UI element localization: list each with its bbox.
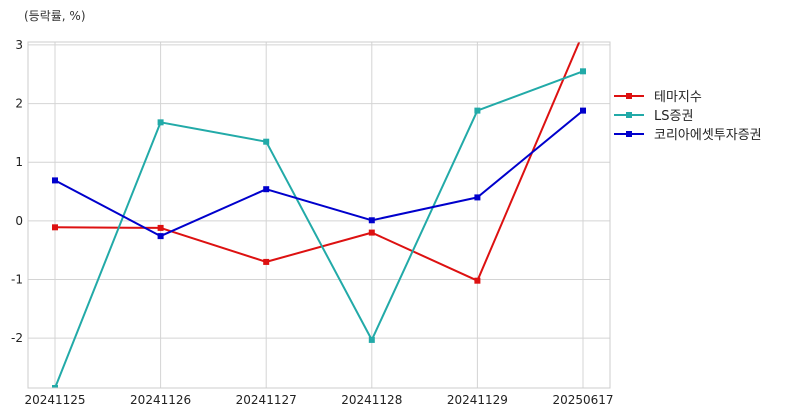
y-tick-label: 2 bbox=[15, 97, 23, 111]
series-1-point bbox=[263, 138, 270, 145]
grid bbox=[28, 42, 610, 388]
series-2-point bbox=[368, 217, 375, 224]
series-line-2 bbox=[54, 109, 584, 238]
x-tick-label: 20250617 bbox=[552, 393, 613, 407]
y-tick-label: -2 bbox=[11, 331, 23, 345]
x-tick-label: 20241128 bbox=[341, 393, 402, 407]
series-0-point bbox=[474, 277, 481, 284]
series-2-point bbox=[580, 107, 586, 114]
y-tick-label: 3 bbox=[15, 38, 23, 52]
legend-marker-2 bbox=[626, 131, 632, 137]
series-line-1 bbox=[54, 70, 584, 388]
legend-marker-1 bbox=[626, 112, 632, 118]
unit-label: (등락률, %) bbox=[24, 9, 86, 23]
series-1-point bbox=[580, 68, 586, 75]
legend-marker-0 bbox=[626, 93, 632, 99]
series-2-point bbox=[263, 186, 270, 193]
series-0-point bbox=[580, 30, 586, 36]
x-tick-label: 20241126 bbox=[130, 393, 191, 407]
y-tick-label: 1 bbox=[15, 155, 23, 169]
x-tick-label: 20241127 bbox=[236, 393, 297, 407]
series-1-point bbox=[52, 385, 58, 388]
series-2-point bbox=[52, 177, 58, 184]
series-0-point bbox=[157, 224, 164, 231]
x-tick-label: 20241129 bbox=[447, 393, 508, 407]
series-0-point bbox=[368, 229, 375, 236]
legend-label-1: LS증권 bbox=[654, 109, 693, 124]
series-1-point bbox=[368, 336, 375, 343]
legend-label-2: 코리아에셋투자증권 bbox=[654, 128, 762, 143]
y-tick-label: -1 bbox=[11, 273, 23, 287]
series-1-point bbox=[157, 119, 164, 126]
y-axis: 3 2 1 0 -1 -2 bbox=[11, 38, 23, 345]
series-2-point bbox=[474, 194, 481, 201]
series-1-point bbox=[474, 107, 481, 114]
series-0-point bbox=[52, 224, 58, 231]
y-tick-label: 0 bbox=[15, 214, 23, 228]
series-line-0 bbox=[54, 42, 581, 282]
plot-area-border bbox=[27, 41, 611, 389]
series-group bbox=[52, 30, 586, 388]
legend-label-0: 테마지수 bbox=[654, 90, 702, 105]
x-tick-label: 20241125 bbox=[24, 393, 85, 407]
x-axis: 20241125 20241126 20241127 20241128 20241129… bbox=[24, 393, 613, 407]
series-0-point bbox=[263, 258, 270, 265]
series-2-point bbox=[157, 233, 164, 240]
